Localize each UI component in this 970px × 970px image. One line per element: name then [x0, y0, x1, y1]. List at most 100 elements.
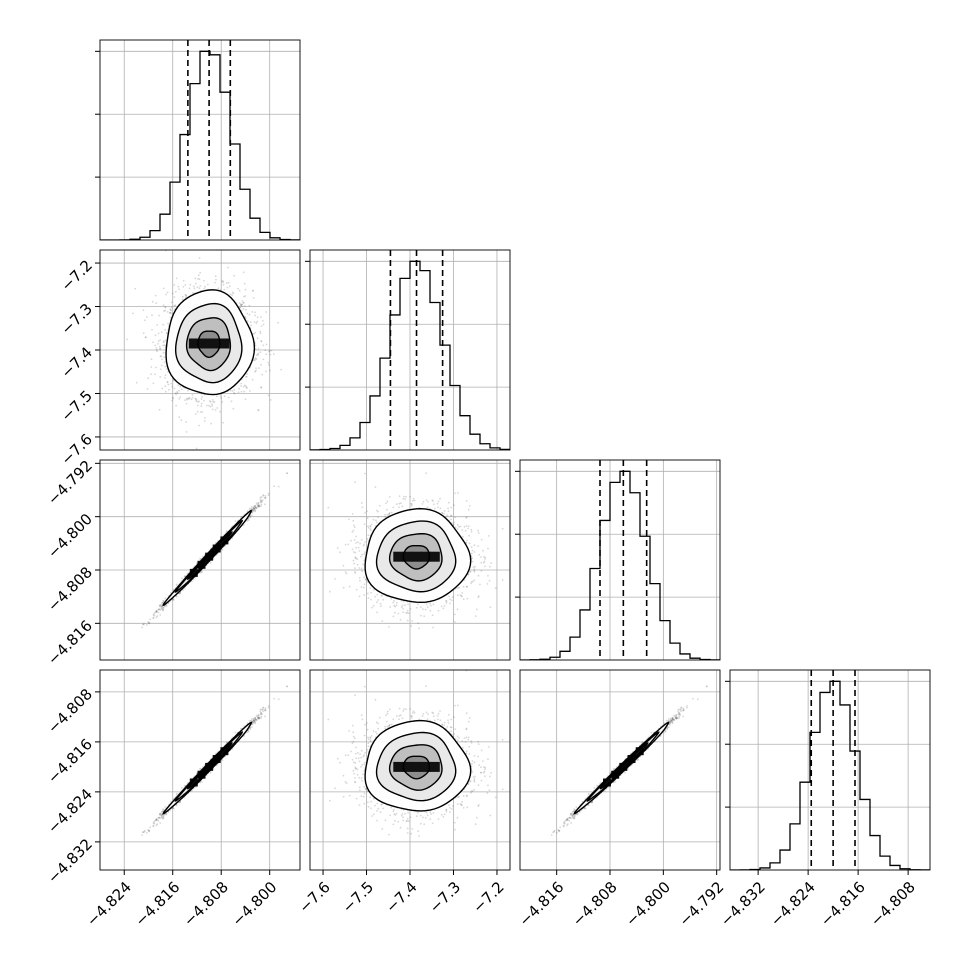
sample-point: [232, 292, 235, 295]
sample-point: [164, 605, 167, 607]
sample-point: [169, 312, 172, 315]
sample-point: [194, 397, 197, 400]
sample-point: [252, 509, 254, 512]
sample-point: [209, 405, 212, 408]
sample-point: [166, 381, 169, 383]
sample-point: [229, 293, 232, 296]
sample-point: [158, 345, 161, 348]
sample-point: [186, 398, 189, 401]
sample-point: [232, 407, 235, 410]
sample-point: [260, 340, 263, 342]
sample-point: [204, 417, 206, 419]
sample-point: [155, 366, 157, 369]
sample-point: [179, 385, 182, 388]
sample-point: [162, 351, 165, 354]
sample-point: [250, 324, 253, 327]
sample-point: [227, 266, 229, 269]
sample-point: [178, 592, 181, 595]
sample-point: [222, 284, 225, 286]
sample-point: [152, 614, 155, 616]
sample-point: [212, 400, 215, 403]
sample-point: [244, 385, 247, 388]
sample-point: [146, 388, 149, 390]
sample-point: [241, 303, 243, 306]
sample-point: [210, 422, 213, 425]
sample-point: [135, 381, 138, 384]
sample-point: [223, 395, 226, 398]
sample-point: [173, 296, 176, 298]
sample-point: [195, 282, 197, 285]
sample-point: [264, 496, 266, 499]
sample-point: [260, 499, 262, 502]
sample-point: [150, 358, 153, 361]
sample-point: [268, 349, 271, 352]
sample-point: [171, 399, 173, 402]
sample-point: [240, 309, 243, 312]
sample-point: [243, 295, 245, 298]
sample-point: [255, 322, 258, 324]
sample-point: [257, 502, 260, 504]
sample-point: [230, 400, 233, 403]
sample-point: [222, 281, 225, 284]
sample-point: [167, 602, 170, 605]
sample-point: [142, 309, 145, 312]
sample-point: [242, 385, 245, 388]
sample-point: [153, 614, 156, 617]
sample-point: [249, 321, 252, 323]
sample-point: [155, 302, 158, 305]
sample-point: [161, 387, 164, 390]
density-peak: [188, 338, 230, 349]
sample-point: [170, 309, 172, 312]
sample-point: [246, 320, 249, 323]
sample-point: [157, 608, 160, 611]
sample-point: [253, 321, 256, 323]
sample-point: [188, 397, 191, 400]
sample-point: [215, 395, 218, 398]
sample-point: [185, 294, 188, 297]
sample-point: [267, 494, 270, 497]
sample-point: [261, 501, 263, 503]
sample-point: [239, 304, 242, 307]
sample-point: [142, 623, 145, 626]
sample-point: [240, 382, 243, 385]
sample-point: [260, 316, 262, 318]
sample-point: [208, 404, 210, 407]
sample-point: [249, 515, 252, 517]
sample-point: [182, 279, 185, 282]
sample-point: [252, 289, 255, 292]
sample-point: [257, 505, 259, 507]
sample-point: [252, 333, 255, 335]
sample-point: [132, 312, 135, 315]
sample-point: [239, 306, 242, 309]
sample-point: [242, 271, 245, 274]
sample-point: [237, 287, 240, 290]
grid-vertical: [556, 460, 718, 660]
sample-point: [178, 397, 181, 400]
sample-point: [162, 304, 165, 307]
sample-point: [259, 501, 262, 504]
sample-point: [171, 385, 174, 388]
histogram-param-3: [725, 669, 931, 875]
sample-point: [285, 472, 288, 474]
sample-point: [214, 281, 217, 284]
sample-point: [254, 314, 257, 317]
sample-point: [150, 373, 153, 376]
sample-point: [148, 622, 151, 624]
sample-point: [175, 404, 178, 407]
sample-point: [164, 377, 166, 379]
sample-point: [183, 575, 186, 577]
sample-point: [225, 282, 228, 285]
sample-point: [280, 368, 283, 371]
sample-point: [197, 274, 200, 277]
sample-point: [189, 283, 192, 286]
sample-point: [198, 287, 201, 290]
sample-point: [199, 271, 202, 274]
sample-point: [254, 311, 256, 314]
sample-point: [198, 278, 201, 281]
sample-point: [191, 396, 194, 399]
sample-point: [252, 505, 255, 508]
sample-point: [206, 404, 208, 407]
sample-point: [262, 494, 265, 496]
sample-point: [258, 505, 261, 508]
sample-point: [214, 409, 217, 411]
